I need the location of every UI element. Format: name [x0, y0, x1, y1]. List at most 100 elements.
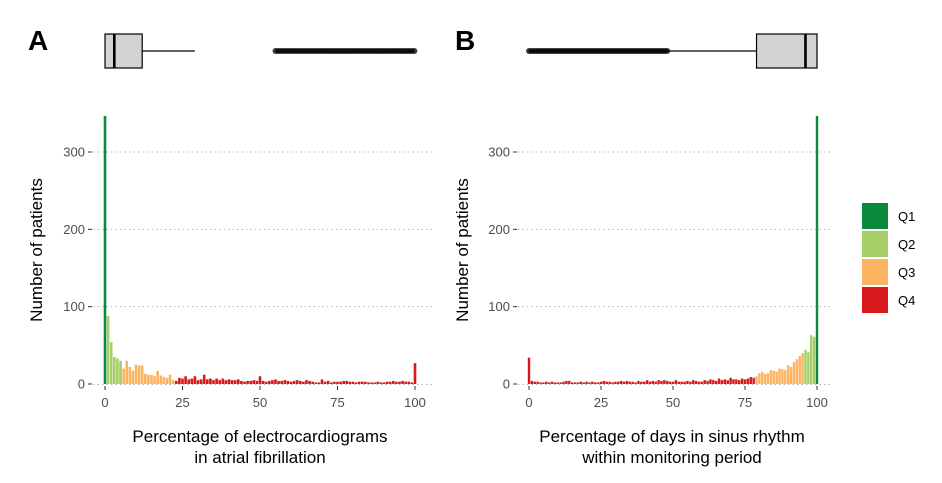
- bar: [654, 381, 657, 384]
- bar: [218, 380, 222, 384]
- bar: [680, 381, 683, 384]
- bar: [401, 380, 404, 384]
- bar: [533, 381, 536, 384]
- x-tick-label: 50: [253, 395, 267, 410]
- bar: [784, 370, 787, 384]
- bar: [752, 377, 755, 384]
- bar: [323, 381, 327, 384]
- bar: [550, 381, 554, 384]
- bar: [106, 315, 110, 384]
- bar: [181, 378, 184, 384]
- boxplot: [526, 33, 818, 69]
- x-axis-title-line1: Percentage of days in sinus rhythm: [539, 427, 805, 446]
- bar: [789, 366, 793, 384]
- bar: [193, 376, 197, 384]
- bar: [553, 382, 557, 384]
- bar: [683, 381, 686, 384]
- bar: [657, 380, 660, 384]
- bar: [202, 374, 206, 384]
- bar: [579, 381, 583, 384]
- legend-label: Q1: [898, 209, 915, 224]
- bar: [112, 356, 116, 384]
- x-tick-label: 25: [594, 395, 608, 410]
- bar: [804, 349, 807, 384]
- bar: [162, 377, 166, 384]
- bar: [735, 379, 738, 384]
- bar: [143, 373, 147, 384]
- bar: [795, 359, 799, 384]
- bar: [599, 381, 603, 384]
- bar: [596, 382, 600, 384]
- bar: [547, 382, 551, 384]
- y-axis-title: Number of patients: [453, 178, 472, 322]
- bar: [171, 380, 175, 384]
- bar: [168, 374, 172, 384]
- bar: [360, 381, 364, 384]
- bar: [617, 381, 620, 384]
- bar: [156, 370, 160, 384]
- bar: [668, 381, 672, 384]
- bar: [769, 370, 773, 384]
- bar: [134, 364, 138, 384]
- y-tick-label: 200: [488, 222, 510, 237]
- bar: [611, 382, 614, 384]
- bar: [277, 380, 280, 384]
- bar: [314, 382, 318, 384]
- bar: [153, 376, 156, 384]
- bar: [738, 380, 741, 384]
- x-tick-label: 100: [404, 395, 426, 410]
- bar: [308, 380, 311, 384]
- bar: [317, 382, 321, 384]
- bar: [165, 377, 169, 384]
- bar: [568, 380, 571, 384]
- bar: [778, 368, 781, 384]
- bar: [700, 381, 704, 384]
- bar: [614, 381, 617, 384]
- bar: [559, 382, 562, 384]
- bar: [289, 381, 293, 384]
- bar: [619, 380, 623, 384]
- y-tick-label: 100: [63, 299, 85, 314]
- legend-label: Q2: [898, 237, 915, 252]
- x-tick-label: 25: [175, 395, 189, 410]
- bar: [798, 356, 801, 384]
- bar: [150, 374, 153, 384]
- legend-swatch: [862, 231, 888, 257]
- bar: [119, 360, 122, 384]
- bar: [565, 380, 568, 384]
- bar: [801, 353, 804, 384]
- y-axis-title: Number of patients: [27, 178, 46, 322]
- bar: [749, 377, 752, 384]
- bar: [252, 380, 256, 384]
- bar: [286, 380, 290, 384]
- bar: [413, 363, 417, 384]
- boxplot-outlier: [664, 48, 671, 54]
- bar: [271, 380, 274, 384]
- bar: [283, 380, 287, 384]
- bar: [786, 365, 790, 384]
- bar: [605, 381, 608, 384]
- bar: [264, 381, 268, 384]
- bar: [243, 381, 246, 384]
- bar: [339, 381, 342, 384]
- bar: [388, 381, 392, 384]
- bar: [634, 382, 637, 384]
- bar: [714, 380, 718, 384]
- boxplot-outlier: [411, 48, 418, 54]
- legend-swatch: [862, 287, 888, 313]
- bar: [209, 378, 212, 384]
- bar: [807, 352, 810, 384]
- bar: [545, 381, 548, 384]
- bar: [258, 376, 262, 384]
- bar: [625, 380, 629, 384]
- bar: [199, 379, 203, 384]
- bar: [648, 381, 652, 384]
- bar: [763, 373, 767, 384]
- bar: [336, 381, 339, 384]
- bar: [608, 381, 611, 384]
- bar: [640, 381, 643, 384]
- bar: [190, 378, 194, 384]
- bar: [691, 380, 695, 384]
- x-tick-label: 0: [525, 395, 532, 410]
